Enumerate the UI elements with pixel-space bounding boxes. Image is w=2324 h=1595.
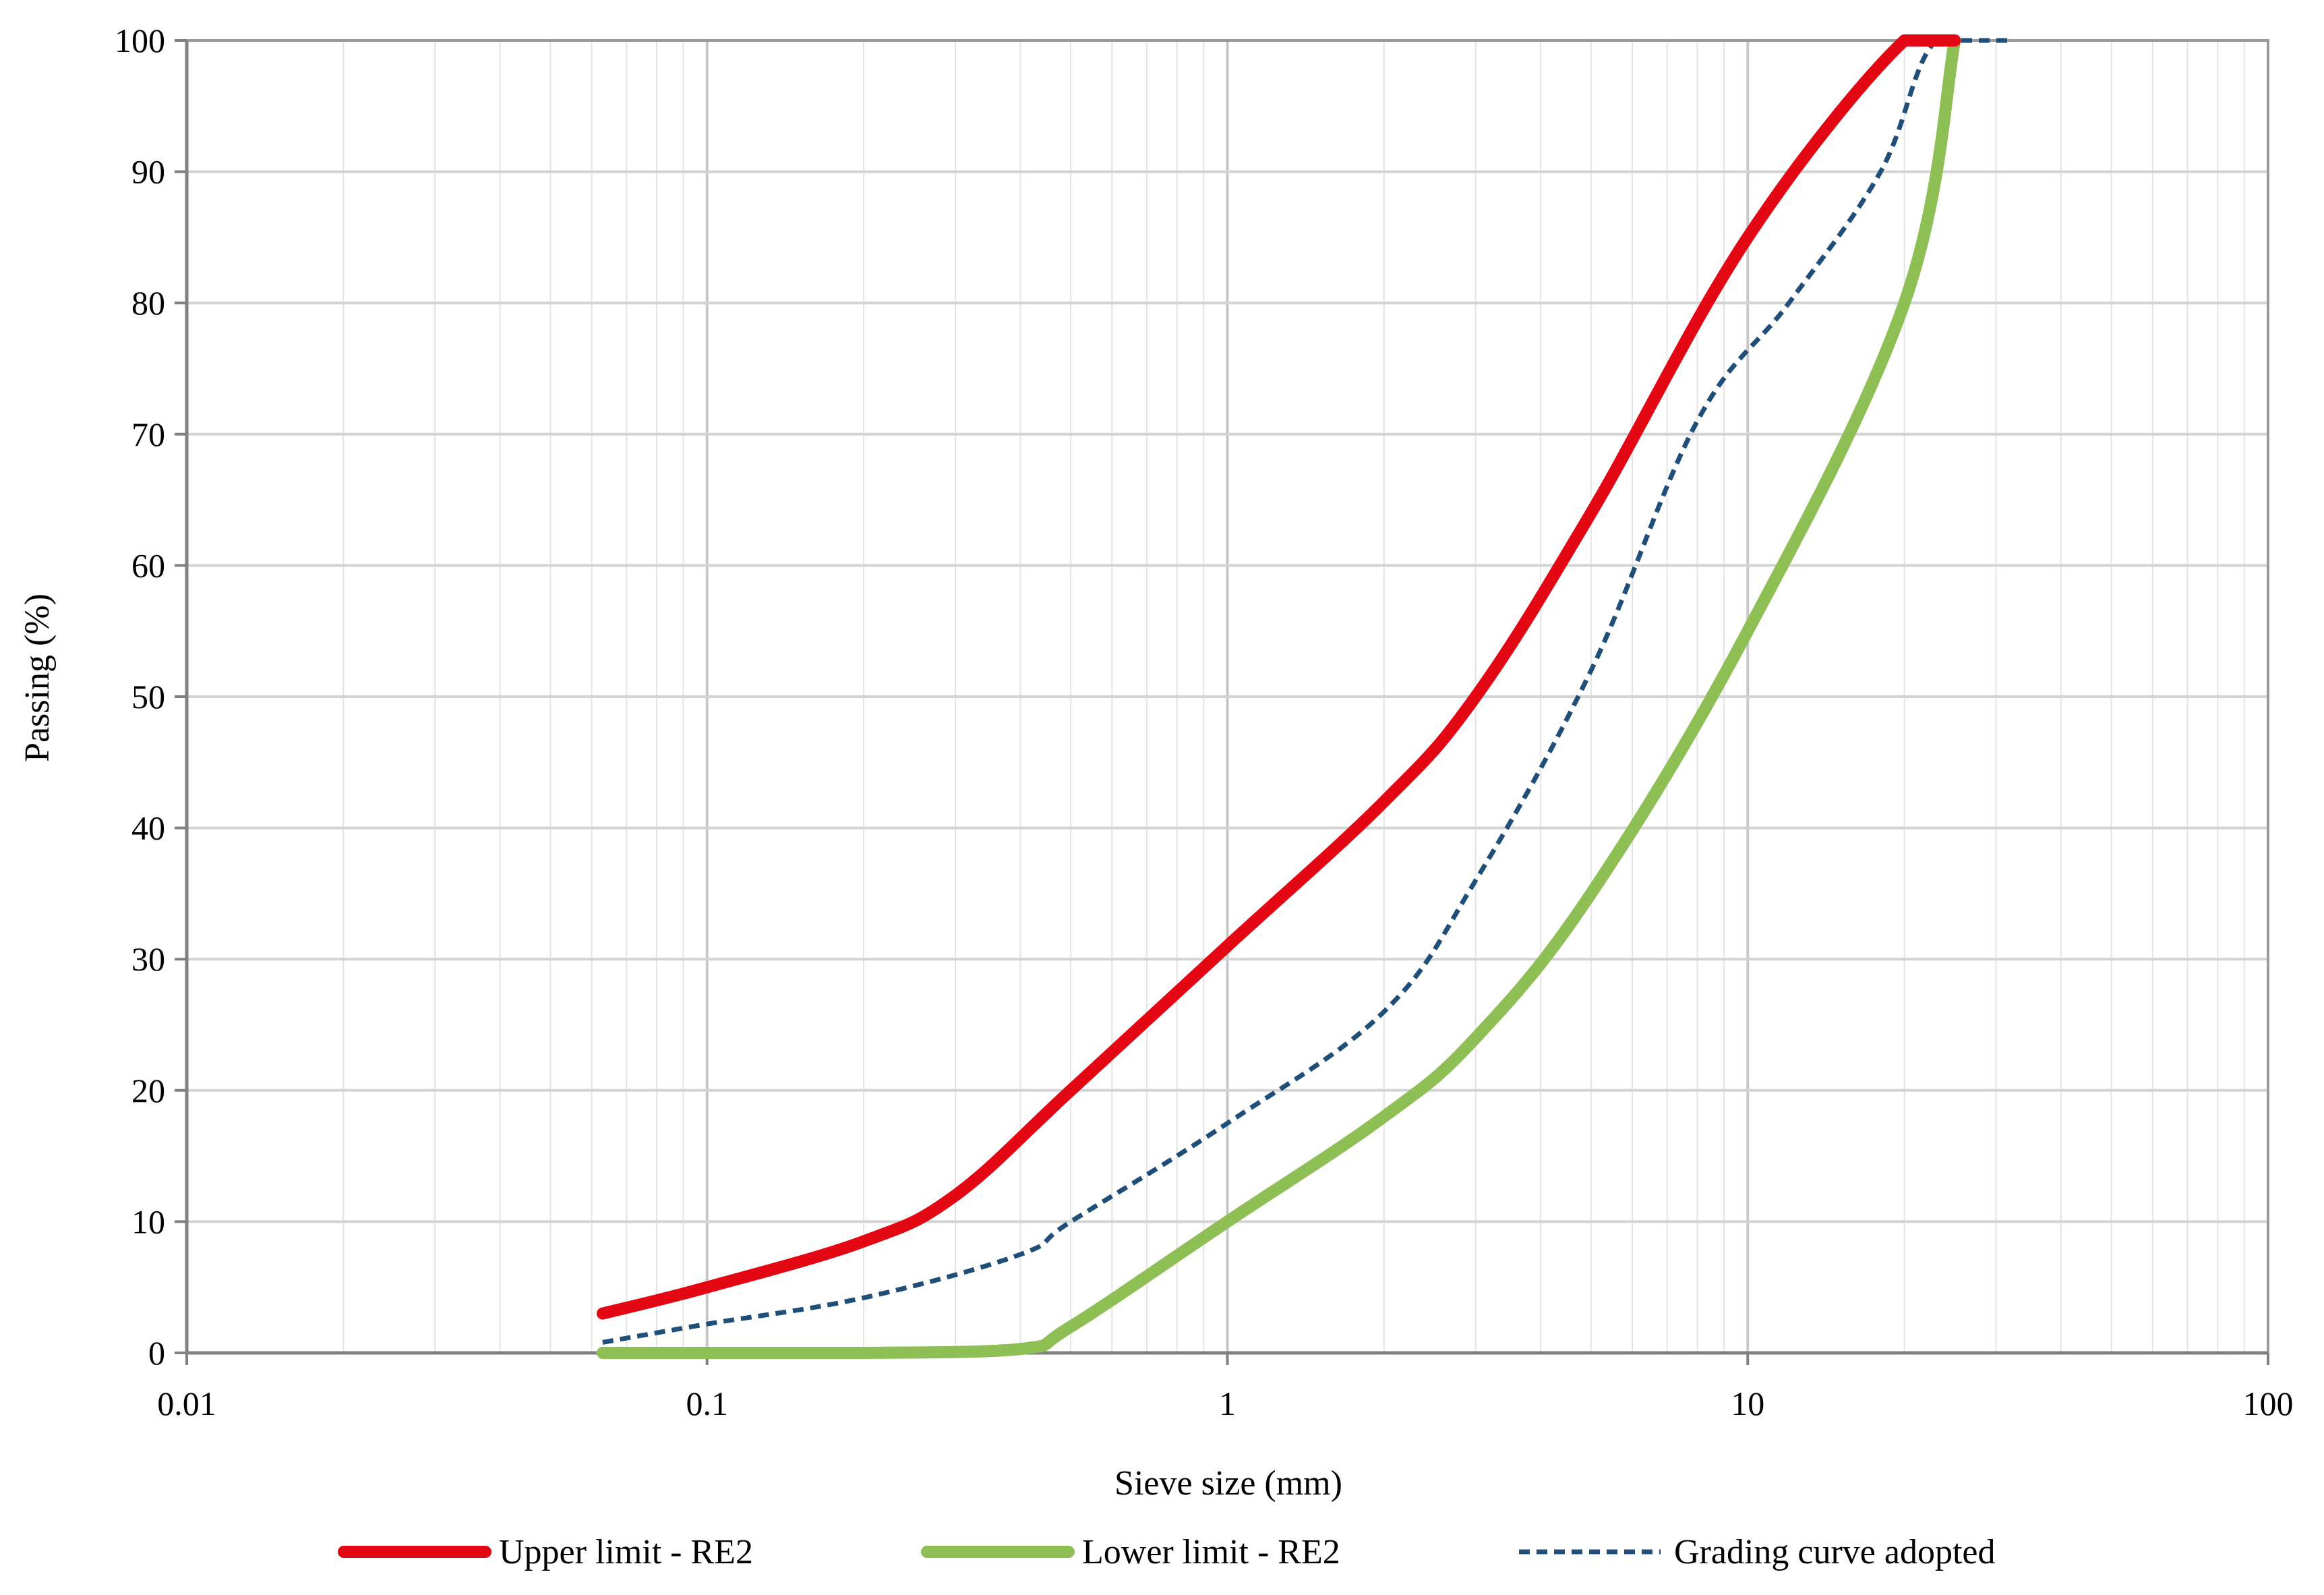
y-tick-label: 40 [131, 809, 165, 847]
y-tick-label: 30 [131, 940, 165, 978]
y-tick-label: 60 [131, 546, 165, 584]
legend-label-upper: Upper limit - RE2 [499, 1533, 753, 1571]
axes [175, 39, 2269, 1365]
legend: Upper limit - RE2 Lower limit - RE2 Grad… [338, 1533, 1995, 1571]
x-axis-title: Sieve size (mm) [1114, 1464, 1342, 1503]
y-tick-label: 70 [131, 415, 165, 453]
series-line-upper-limit [596, 34, 1961, 1320]
legend-label-grading: Grading curve adopted [1674, 1533, 1995, 1571]
tick-labels: 0 10 20 30 40 50 60 70 80 90 100 0.01 0.1 1 10 100 [115, 22, 2294, 1422]
grid [185, 39, 2269, 1354]
series-line-lower-limit [596, 34, 1961, 1360]
y-axis-title: Passing (%) [18, 593, 57, 762]
y-tick-label: 20 [131, 1072, 165, 1109]
y-tick-label: 10 [131, 1202, 165, 1240]
series-line-grading-curve [602, 38, 2011, 1345]
x-tick-label: 0.1 [686, 1385, 729, 1422]
x-tick-label: 10 [1731, 1385, 1764, 1422]
y-tick-label: 80 [131, 284, 165, 322]
y-tick-label: 0 [148, 1334, 165, 1372]
y-tick-label: 90 [131, 153, 165, 191]
y-tick-label: 50 [131, 678, 165, 716]
x-tick-label: 100 [2243, 1385, 2294, 1422]
series-lines [596, 34, 2011, 1360]
x-tick-label: 1 [1219, 1385, 1236, 1422]
x-tick-label: 0.01 [157, 1385, 216, 1422]
y-tick-label: 100 [115, 22, 165, 59]
legend-label-lower: Lower limit - RE2 [1082, 1533, 1340, 1571]
